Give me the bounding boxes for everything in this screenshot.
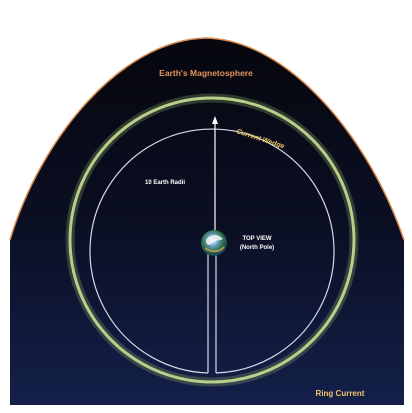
current-wedge-channel bbox=[207, 254, 217, 373]
earth bbox=[201, 230, 227, 256]
magnetosphere-label: Earth's Magnetosphere bbox=[159, 68, 253, 78]
magnetosphere-boundary bbox=[9, 37, 405, 241]
ring-current-label: Ring Current bbox=[316, 389, 365, 398]
top-view-label: TOP VIEW bbox=[242, 236, 271, 242]
radius-arrowhead-top bbox=[212, 116, 218, 124]
radius-label: 10 Earth Radii bbox=[145, 180, 185, 186]
ring-current bbox=[68, 96, 356, 384]
north-pole-label: (North Pole) bbox=[240, 245, 274, 251]
current-wedge-loop bbox=[89, 128, 335, 374]
outer-region bbox=[10, 8, 404, 240]
